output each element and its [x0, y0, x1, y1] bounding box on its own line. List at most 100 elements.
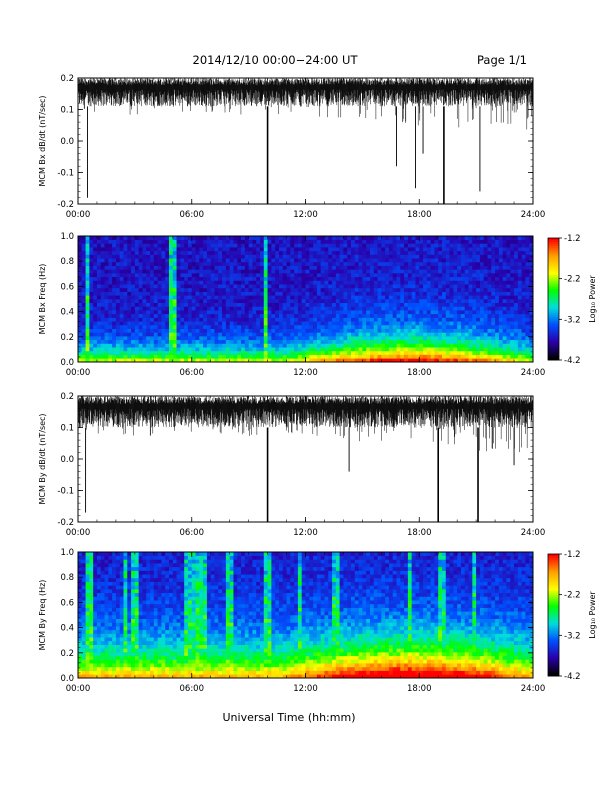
spectrogram-cell [169, 354, 174, 359]
spectrogram-cell [210, 269, 215, 274]
spectrogram-cell [81, 321, 86, 326]
spectrogram-cell [115, 321, 121, 326]
spectrogram-cell [369, 273, 375, 278]
spectrogram-cell [256, 265, 261, 270]
spectrogram-cell [525, 358, 530, 363]
spectrogram-cell [115, 265, 121, 270]
spectrogram-cell [430, 258, 435, 263]
spectrogram-cell [335, 350, 340, 355]
spectrogram-cell [263, 247, 268, 252]
spectrogram-cell [260, 332, 265, 337]
spectrogram-cell [366, 313, 371, 318]
spectrogram-cell [112, 269, 117, 274]
spectrogram-cell [127, 336, 132, 341]
spectrogram-cell [316, 250, 321, 255]
spectrogram-cell [180, 313, 185, 318]
spectrogram-cell [233, 313, 238, 318]
spectrogram-cell [100, 324, 105, 329]
spectrogram-cell [225, 243, 230, 248]
spectrogram-cell [195, 295, 200, 300]
spectrogram-cell [131, 633, 136, 638]
spectrogram-cell [324, 261, 329, 266]
spectrogram-cell [468, 265, 473, 270]
spectrogram-cell [434, 247, 439, 252]
spectrogram-cell [301, 313, 306, 318]
spectrogram-cell [297, 358, 303, 363]
spectrogram-cell [438, 239, 443, 244]
spectrogram-cell [335, 336, 340, 341]
spectrogram-cell [453, 269, 458, 274]
spectrogram-cell [309, 250, 314, 255]
spectrogram-cell [93, 670, 98, 675]
spectrogram-cell [472, 317, 477, 322]
spectrogram-cell [153, 243, 158, 248]
spectrogram-cell [165, 306, 170, 311]
spectrogram-cell [521, 328, 526, 333]
spectrogram-cell [479, 287, 485, 292]
spectrogram-cell [176, 291, 181, 296]
spectrogram-cell [267, 273, 272, 278]
spectrogram-cell [104, 589, 109, 594]
spectrogram-cell [119, 254, 124, 259]
spectrogram-cell [309, 258, 314, 263]
spectrogram-cell [210, 299, 215, 304]
spectrogram-cell [358, 291, 363, 296]
spectrogram-cell [362, 236, 367, 241]
spectrogram-cell [157, 317, 162, 322]
spectrogram-cell [510, 250, 515, 255]
spectrogram-cell [498, 321, 503, 326]
spectrogram-cell [210, 317, 215, 322]
spectrogram-cell [222, 258, 227, 263]
spectrogram-cell [123, 299, 128, 304]
spectrogram-cell [275, 321, 280, 326]
spectrogram-cell [263, 295, 268, 300]
spectrogram-cell [521, 295, 526, 300]
spectrogram-cell [115, 552, 121, 557]
spectrogram-cell [460, 280, 466, 285]
spectrogram-cell [301, 302, 306, 307]
spectrogram-cell [263, 306, 268, 311]
spectrogram-cell [275, 299, 280, 304]
spectrogram-cell [301, 295, 306, 300]
spectrogram-cell [278, 291, 284, 296]
spectrogram-cell [146, 299, 151, 304]
spectrogram-cell [89, 663, 94, 668]
spectrogram-cell [248, 265, 253, 270]
spectrogram-cell [263, 236, 268, 241]
spectrogram-cell [275, 250, 280, 255]
spectrogram-cell [142, 284, 147, 289]
spectrogram-cell [104, 581, 109, 586]
spectrogram-cell [267, 236, 272, 241]
spectrogram-cell [112, 566, 117, 571]
spectrogram-cell [172, 287, 177, 292]
spectrogram-cell [191, 236, 196, 241]
spectrogram-cell [358, 310, 363, 315]
spectrogram-cell [316, 291, 321, 296]
spectrogram-cell [339, 254, 344, 259]
spectrogram-cell [369, 250, 375, 255]
spectrogram-cell [476, 280, 481, 285]
spectrogram-cell [362, 247, 367, 252]
spectrogram-cell [423, 273, 428, 278]
spectrogram-cell [297, 310, 303, 315]
spectrogram-cell [248, 284, 253, 289]
spectrogram-cell [297, 306, 303, 311]
spectrogram-cell [328, 236, 333, 241]
spectrogram-cell [203, 339, 208, 344]
spectrogram-cell [165, 350, 170, 355]
spectrogram-cell [495, 317, 500, 322]
spectrogram-cell [328, 310, 333, 315]
spectrogram-cell [297, 250, 303, 255]
spectrogram-cell [335, 287, 340, 292]
spectrogram-cell [218, 328, 223, 333]
spectrogram-cell [358, 339, 363, 344]
spectrogram-cell [237, 243, 242, 248]
spectrogram-cell [320, 280, 325, 285]
spectrogram-cell [123, 321, 128, 326]
spectrogram-cell [449, 354, 454, 359]
spectrogram-cell [529, 350, 534, 355]
spectrogram-cell [347, 358, 352, 363]
spectrogram-cell [123, 339, 128, 344]
spectrogram-cell [256, 302, 261, 307]
spectrogram-cell [434, 265, 439, 270]
